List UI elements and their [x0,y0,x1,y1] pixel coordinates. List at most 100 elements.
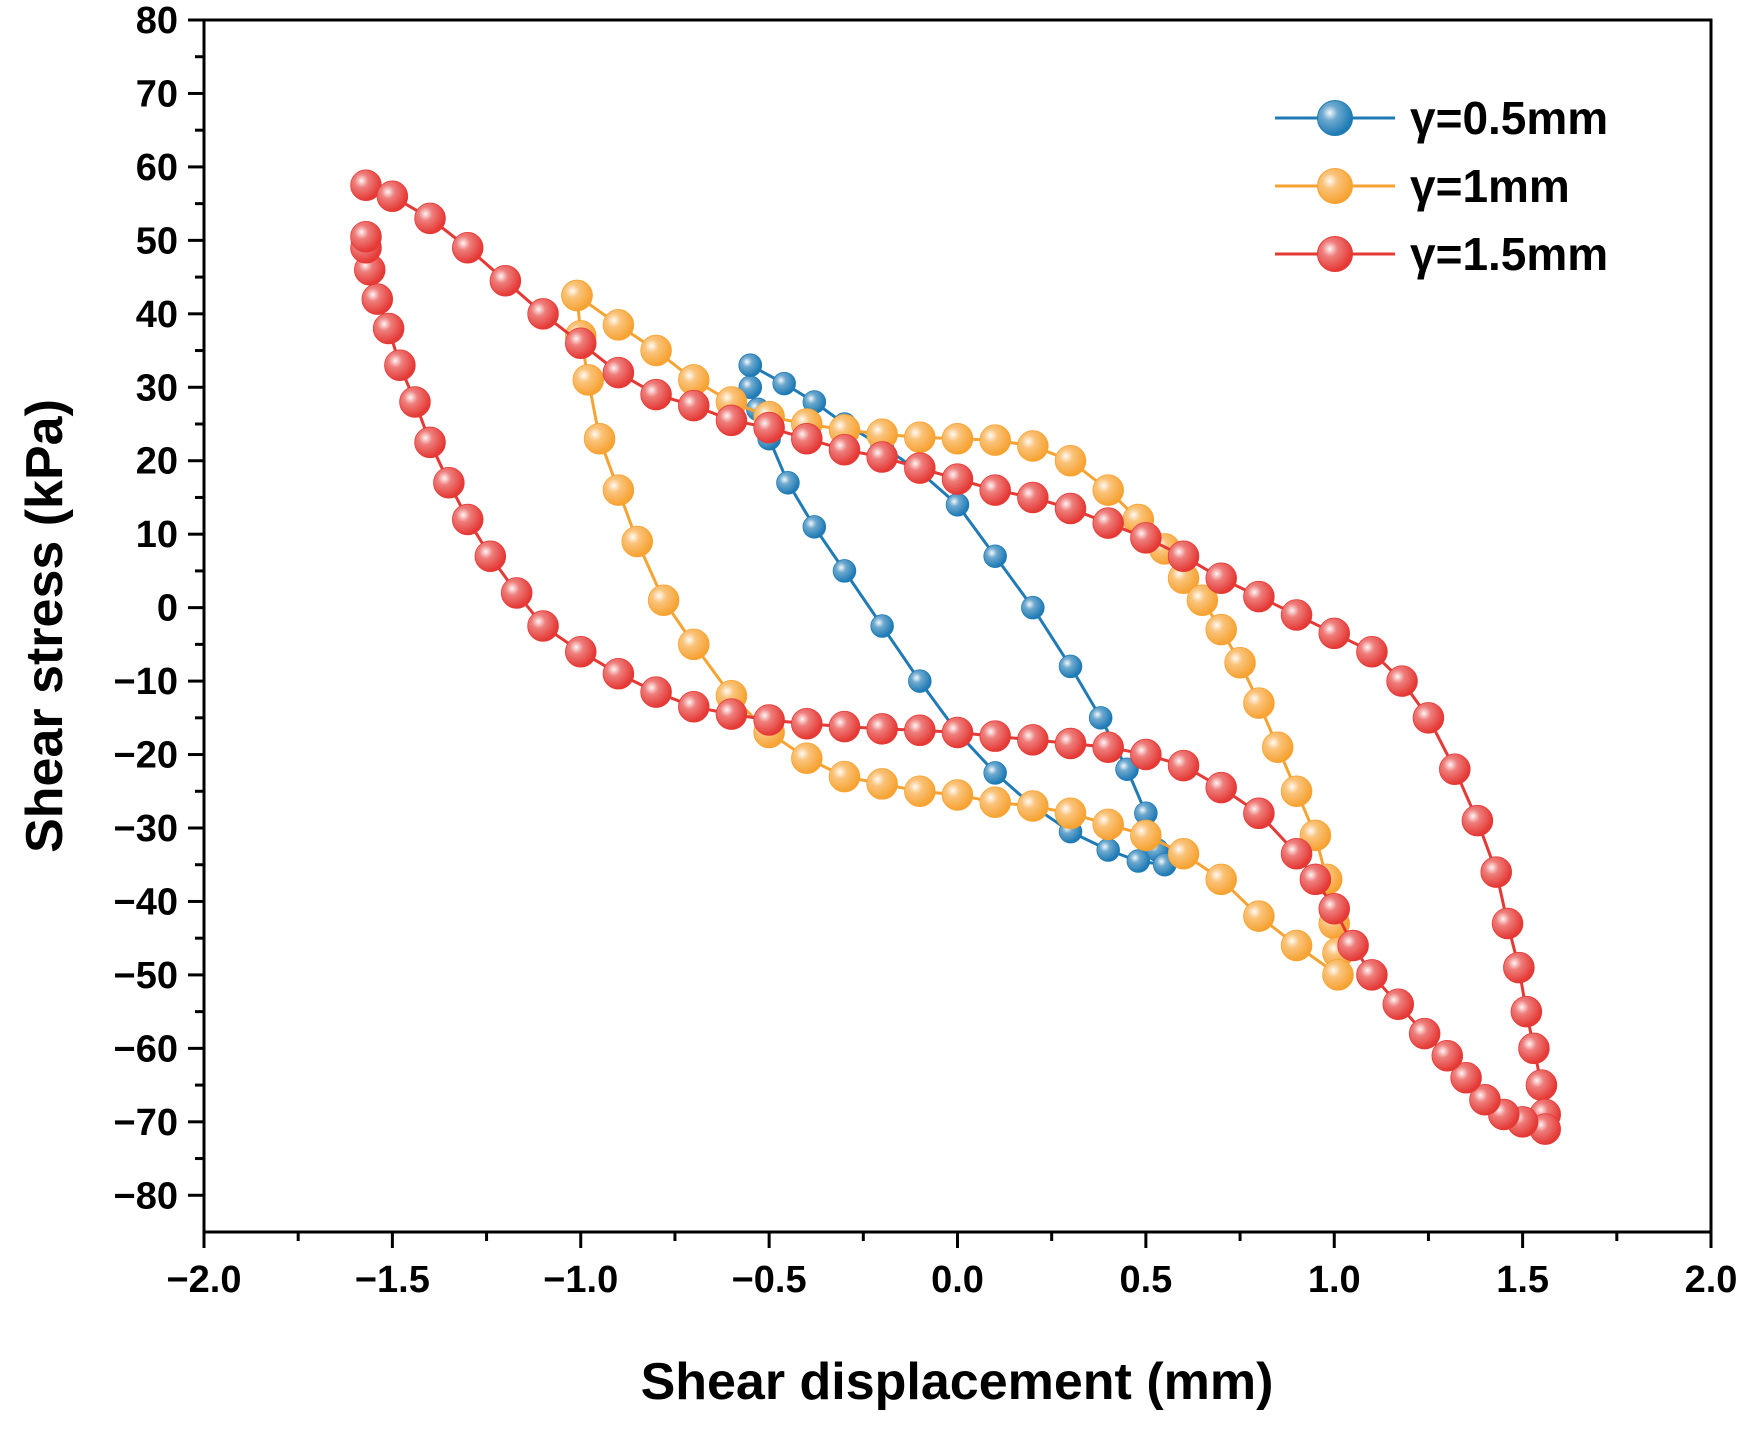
legend-item-2: γ=1.5mm [1275,228,1608,280]
point-shine-s1-38 [942,779,973,810]
point-shine-s0-28 [739,376,762,399]
point-shine-s2-1 [377,181,408,212]
point-shine-s2-43 [1451,1062,1482,1093]
point-shine-s0-16 [1097,839,1120,862]
point-shine-s1-22 [1262,732,1293,763]
point-shine-s1-28 [1323,959,1354,990]
x-tick-label-1: −1.5 [355,1259,430,1301]
point-shine-s2-25 [1281,599,1312,630]
point-shine-s2-59 [980,721,1011,752]
y-tick-label-9: 10 [136,514,178,556]
legend-label-0: γ=0.5mm [1410,92,1608,144]
point-shine-s1-29 [1281,930,1312,961]
point-shine-s2-42 [1469,1084,1500,1115]
point-shine-s2-12 [791,423,822,454]
point-shine-s0-12 [1134,802,1157,825]
point-shine-s2-11 [754,412,785,443]
point-shine-s0-2 [803,390,826,413]
point-shine-s1-31 [1206,864,1237,895]
point-shine-s1-20 [1225,647,1256,678]
point-shine-s1-33 [1130,820,1161,851]
point-shine-s2-65 [754,705,785,736]
point-shine-s1-50 [573,364,604,395]
point-shine-s1-8 [867,419,898,450]
point-shine-s2-22 [1168,541,1199,572]
point-shine-s2-32 [1481,857,1512,888]
point-shine-s2-51 [1281,838,1312,869]
point-shine-s2-30 [1439,754,1470,785]
y-tick-label-10: 20 [136,441,178,483]
x-axis: −2.0 −1.5 −1.0 −0.5 0.0 0.5 1.0 1.5 2.0 [166,1232,1737,1301]
x-tick-label-0: −2.0 [166,1259,241,1301]
point-shine-s2-66 [716,699,747,730]
point-shine-s2-53 [1206,772,1237,803]
point-shine-s2-78 [384,350,415,381]
point-shine-s2-18 [1017,482,1048,513]
x-tick-label-8: 2.0 [1685,1259,1738,1301]
point-shine-s0-1 [773,372,796,395]
point-shine-s0-11 [1116,758,1139,781]
point-shine-s2-36 [1518,1033,1549,1064]
point-shine-s1-41 [829,761,860,792]
point-shine-s0-25 [776,471,799,494]
y-tick-label-4: −40 [114,881,178,923]
point-shine-s2-72 [501,577,532,608]
point-shine-s2-0 [351,170,382,201]
y-tick-label-16: 80 [136,0,178,42]
point-shine-s2-45 [1409,1018,1440,1049]
legend: γ=0.5mm γ=1mm γ=1.5mm [1275,92,1608,280]
x-tick-label-6: 1.0 [1308,1259,1361,1301]
point-shine-s2-56 [1093,732,1124,763]
point-shine-s2-54 [1168,750,1199,781]
x-tick-label-7: 1.5 [1496,1259,1549,1301]
point-shine-s2-58 [1017,724,1048,755]
point-shine-s2-5 [528,298,559,329]
point-shine-s0-29 [739,354,762,377]
point-shine-s2-31 [1462,805,1493,836]
point-shine-s0-19 [984,761,1007,784]
point-shine-s2-64 [791,708,822,739]
point-shine-s2-6 [565,328,596,359]
point-shine-s2-44 [1432,1040,1463,1071]
point-shine-s2-29 [1413,702,1444,733]
point-shine-s2-75 [433,467,464,498]
point-shine-s0-22 [871,615,894,637]
legend-marker-shine-1 [1318,169,1352,203]
y-tick-label-7: −10 [114,661,178,703]
point-shine-s1-23 [1281,776,1312,807]
point-shine-s2-70 [565,636,596,667]
point-shine-s1-49 [584,423,615,454]
legend-item-0: γ=0.5mm [1275,92,1608,144]
point-shine-s1-47 [622,526,653,557]
point-shine-s0-21 [908,670,931,693]
point-shine-s2-79 [373,313,404,344]
point-shine-s2-17 [980,475,1011,506]
point-shine-s1-14 [1093,475,1124,506]
point-shine-s2-83 [351,221,382,252]
point-shine-s1-9 [904,422,935,453]
point-shine-s2-77 [399,386,430,417]
point-shine-s2-26 [1319,618,1350,649]
point-shine-s2-73 [475,541,506,572]
point-shine-s0-8 [1021,596,1044,619]
point-shine-s2-10 [716,405,747,436]
point-shine-s0-6 [946,493,969,516]
point-shine-s2-80 [362,284,393,315]
point-shine-s1-39 [904,776,935,807]
point-shine-s2-76 [415,427,446,458]
series-2 [350,169,1561,1145]
point-shine-s1-35 [1055,798,1086,829]
point-shine-s1-21 [1243,688,1274,719]
point-shine-s1-17 [1168,563,1199,594]
point-shine-s2-33 [1492,908,1523,939]
point-shine-s2-16 [942,464,973,495]
point-shine-s2-13 [829,434,860,465]
y-tick-label-13: 50 [136,220,178,262]
y-axis: −80 −70 −60 −50 −40 −30 −20 −10 0 10 20 30 40 50 60 70 8… [114,0,204,1217]
point-shine-s1-37 [980,787,1011,818]
point-shine-s1-1 [603,309,634,340]
point-shine-s2-68 [641,677,672,708]
y-tick-label-15: 70 [136,73,178,115]
point-shine-s2-74 [452,504,483,535]
point-shine-s2-37 [1526,1070,1557,1101]
